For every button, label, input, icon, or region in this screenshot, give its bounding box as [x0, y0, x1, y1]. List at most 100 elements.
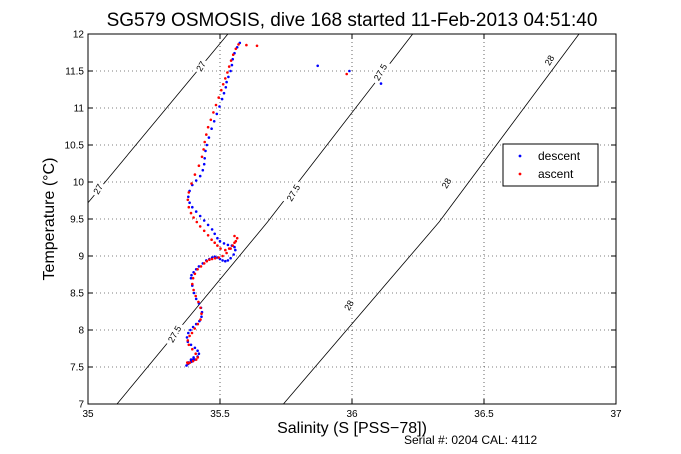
descent-point-7: [225, 80, 228, 84]
descent-point-9: [222, 91, 226, 95]
descent-point-69: [187, 331, 190, 335]
descent-point-6: [227, 75, 230, 79]
descent-point-57: [189, 276, 193, 280]
descent-point-45: [221, 259, 224, 262]
x-tick-label-2: 36: [346, 409, 358, 420]
contour-label-text-6: 28: [440, 176, 454, 190]
contour-label-bg-7: [340, 296, 357, 314]
descent-point-33: [213, 232, 216, 236]
ascent-point-32: [216, 244, 219, 247]
contour-label-bg-4: [163, 321, 185, 347]
descent-point-4: [230, 63, 234, 67]
ascent-point-9: [217, 96, 220, 99]
contour-label-bg-0: [192, 57, 209, 75]
ascent-point-34: [224, 248, 227, 252]
descent-point-19: [202, 162, 206, 166]
ascent-outliers-point-0: [245, 43, 248, 47]
contour-label-text-5: 28: [543, 54, 557, 68]
ascent-point-45: [210, 257, 214, 261]
ascent-point-66: [191, 347, 194, 351]
y-tick-label-3: 8.5: [70, 289, 84, 300]
descent-point-25: [187, 195, 190, 199]
descent-point-18: [203, 157, 206, 160]
ascent-point-67: [194, 352, 197, 356]
ascent-point-43: [217, 256, 220, 259]
y-tick-label-7: 10.5: [65, 141, 85, 152]
ascent-point-0: [237, 43, 240, 46]
contour-label-bg-2: [369, 59, 391, 85]
descent-point-60: [194, 297, 198, 301]
descent-point-73: [193, 346, 197, 350]
y-tick-label-0: 7: [78, 400, 84, 411]
contour-label-text-7: 28: [342, 299, 356, 313]
contour-label-7: 28: [340, 296, 357, 314]
legend: descent ascent: [502, 143, 599, 187]
ascent-point-24: [189, 211, 193, 215]
descent-point-29: [198, 214, 202, 218]
ascent-point-46: [208, 258, 211, 262]
descent-point-14: [210, 127, 213, 130]
serial-calibration-label: Serial #: 0204 CAL: 4112: [404, 433, 538, 447]
descent-point-74: [196, 349, 199, 353]
contour-label-5: 28: [541, 51, 557, 69]
descent-point-37: [226, 243, 230, 247]
descent-point-20: [201, 168, 205, 172]
descent-point-40: [234, 248, 237, 252]
legend-ascent-marker: [518, 172, 522, 176]
ascent-point-59: [199, 318, 202, 321]
ascent-point-13: [206, 125, 210, 129]
ascent-point-71: [188, 361, 192, 364]
descent-point-42: [229, 256, 232, 260]
ascent-point-26: [195, 220, 199, 224]
y-tick-label-8: 11: [74, 104, 85, 115]
x-tick-label-0: 35: [82, 409, 94, 420]
descent-point-87: [185, 364, 188, 367]
ascent-point-39: [233, 241, 236, 244]
contour-label-bg-6: [438, 174, 454, 192]
descent-point-12: [215, 112, 219, 116]
descent-point-15: [207, 136, 211, 139]
descent-point-64: [200, 315, 203, 319]
ascent-point-31: [213, 241, 216, 244]
ascent-point-64: [186, 339, 190, 342]
ascent-point-19: [193, 173, 197, 176]
ascent-point-51: [193, 272, 197, 276]
ascent-point-15: [203, 140, 206, 144]
contour-label-1: 27: [89, 180, 106, 198]
y-tick-label-6: 10: [73, 178, 85, 189]
ascent-point-22: [186, 198, 190, 202]
ascent-point-7: [221, 83, 225, 86]
ascent-point-14: [205, 133, 208, 136]
descent-point-28: [194, 210, 198, 213]
x-tick-label-4: 37: [610, 409, 622, 420]
y-axis-label: Temperature (°C): [41, 158, 58, 281]
ascent-point-21: [187, 191, 191, 194]
descent-point-30: [202, 219, 206, 222]
ascent-point-61: [193, 327, 196, 330]
ascent-point-36: [231, 244, 234, 247]
ascent-point-2: [231, 53, 235, 56]
ascent-point-30: [210, 238, 213, 241]
descent-point-13: [212, 120, 216, 123]
contour-label-6: 28: [438, 174, 454, 192]
ascent-point-69: [194, 358, 198, 361]
y-tick-label-10: 12: [73, 30, 85, 41]
ascent-outliers-point-3: [233, 234, 236, 238]
descent-point-53: [197, 265, 201, 268]
descent-point-10: [220, 97, 224, 101]
descent-point-5: [229, 69, 232, 73]
ascent-point-11: [212, 111, 215, 114]
descent-outliers-point-2: [379, 82, 383, 85]
descent-outliers-point-0: [316, 64, 320, 68]
chart-title: SG579 OSMOSIS, dive 168 started 11-Feb-2…: [107, 10, 598, 31]
y-tick-label-2: 8: [78, 326, 84, 337]
ascent-point-10: [214, 103, 218, 107]
descent-point-70: [185, 336, 189, 339]
ascent-point-60: [196, 322, 200, 326]
ascent-point-4: [227, 65, 231, 68]
data-points: [185, 41, 383, 367]
contour-label-bg-5: [541, 51, 557, 69]
contour-label-0: 27: [192, 57, 209, 75]
ascent-point-1: [234, 47, 238, 51]
ascent-point-47: [205, 259, 209, 263]
